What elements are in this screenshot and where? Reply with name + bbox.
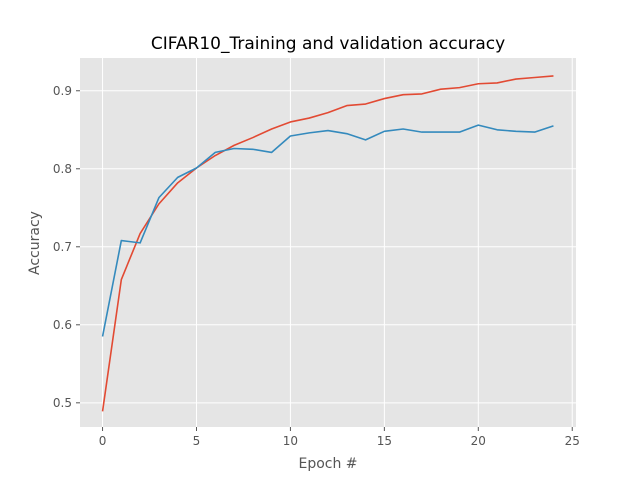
chart-title: CIFAR10_Training and validation accuracy [151, 34, 505, 54]
y-tick-label: 0.6 [53, 318, 72, 332]
x-tick-label: 5 [193, 434, 201, 448]
gridlines [80, 58, 576, 427]
series-line-2 [101, 124, 554, 337]
y-axis-ticks: 0.5 0.6 0.7 0.8 0.9 [53, 84, 80, 410]
y-tick-label: 0.8 [53, 162, 72, 176]
x-tick-label: 0 [99, 434, 107, 448]
series-line-1 [101, 75, 554, 412]
x-tick-label: 15 [377, 434, 392, 448]
y-tick-label: 0.9 [53, 84, 72, 98]
x-axis-ticks: 0 5 10 15 20 25 [99, 427, 580, 448]
x-axis-label: Epoch # [298, 456, 357, 472]
y-tick-label: 0.5 [53, 396, 72, 410]
y-tick-label: 0.7 [53, 240, 72, 254]
y-axis-label: Accuracy [27, 211, 43, 275]
series-lines [101, 75, 554, 412]
x-tick-label: 25 [565, 434, 580, 448]
x-tick-label: 20 [471, 434, 486, 448]
x-tick-label: 10 [283, 434, 298, 448]
plot-area [80, 58, 576, 427]
